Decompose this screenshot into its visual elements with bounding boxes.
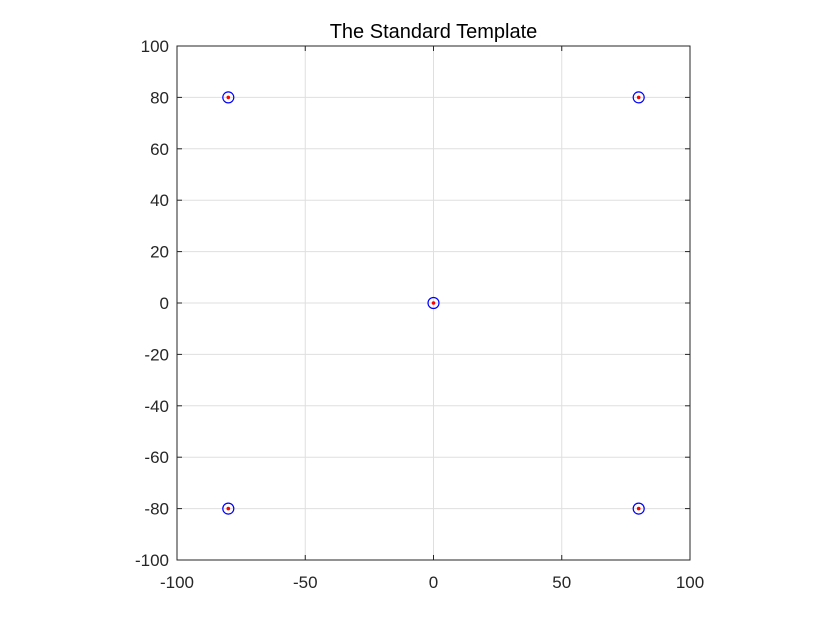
y-tick-label: 60 xyxy=(150,140,169,159)
x-tick-label: -50 xyxy=(293,573,318,592)
x-tick-label: 0 xyxy=(429,573,438,592)
circle-marker xyxy=(427,296,440,310)
circle-marker xyxy=(222,91,235,104)
y-tick-label: 80 xyxy=(150,88,169,107)
circle-marker xyxy=(222,502,235,515)
y-tick-label: 0 xyxy=(160,294,169,313)
y-tick-label: 40 xyxy=(150,191,169,210)
y-tick-label: 100 xyxy=(141,37,169,56)
x-tick-label: -100 xyxy=(160,573,194,592)
dot-marker xyxy=(636,506,641,511)
dot-marker xyxy=(226,506,231,511)
y-tick-label: -40 xyxy=(144,397,169,416)
y-tick-label: 20 xyxy=(150,243,169,262)
dot-marker xyxy=(431,301,436,305)
circle-marker xyxy=(632,502,645,515)
x-tick-label: 50 xyxy=(552,573,571,592)
y-tick-label: -100 xyxy=(135,551,169,570)
dot-marker xyxy=(226,95,231,100)
dot-marker xyxy=(636,95,641,100)
chart-title: The Standard Template xyxy=(330,21,538,43)
tick-layer: -100 -50 0 50 100 -100 -80 -60 -40 -20 0 20 40 60 80 10… xyxy=(135,37,704,592)
y-tick-label: -60 xyxy=(144,448,169,467)
x-tick-label: 100 xyxy=(676,573,704,592)
marker-layer xyxy=(222,91,645,515)
y-tick-label: -80 xyxy=(144,500,169,519)
circle-marker xyxy=(632,91,645,104)
y-tick-label: -20 xyxy=(144,345,169,364)
